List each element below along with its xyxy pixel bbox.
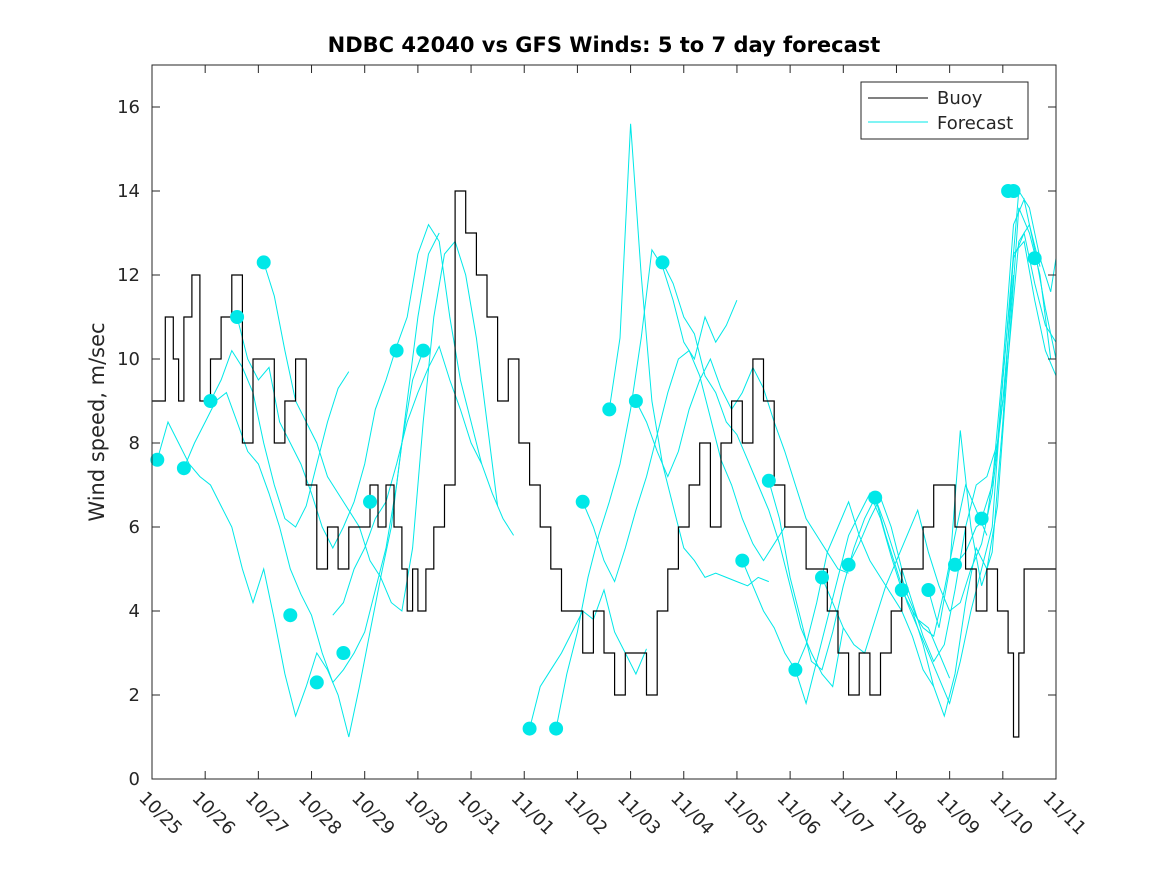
forecast-start-markers bbox=[150, 184, 1042, 736]
forecast-line bbox=[236, 223, 483, 550]
forecast-marker bbox=[894, 583, 909, 597]
chart-title: NDBC 42040 vs GFS Winds: 5 to 7 day fore… bbox=[328, 33, 881, 57]
forecast-line bbox=[821, 274, 1014, 654]
forecast-marker bbox=[1006, 184, 1021, 198]
forecast-line bbox=[156, 350, 424, 738]
forecast-line bbox=[210, 349, 350, 528]
forecast-marker bbox=[735, 553, 750, 568]
forecast-line bbox=[981, 197, 1057, 519]
forecast-marker bbox=[841, 557, 856, 572]
y-tick-label: 6 bbox=[129, 517, 140, 538]
forecast-line bbox=[263, 240, 499, 612]
forecast-line bbox=[662, 262, 844, 688]
y-tick-label: 2 bbox=[129, 685, 140, 706]
forecast-marker bbox=[815, 570, 829, 585]
forecast-marker bbox=[336, 646, 351, 660]
legend-buoy-label: Buoy bbox=[937, 88, 983, 109]
plot-area bbox=[152, 65, 1056, 779]
y-tick-label: 16 bbox=[117, 97, 140, 118]
forecast-marker bbox=[150, 452, 165, 467]
forecast-marker bbox=[522, 721, 537, 736]
forecast-marker bbox=[309, 675, 324, 690]
forecast-line bbox=[794, 483, 988, 706]
forecast-line bbox=[768, 480, 951, 679]
y-tick-label: 12 bbox=[117, 265, 140, 286]
forecast-marker bbox=[389, 343, 404, 358]
forecast-marker bbox=[921, 583, 936, 597]
forecast-line bbox=[901, 207, 1052, 718]
forecast-marker bbox=[416, 343, 431, 358]
y-tick-label: 8 bbox=[129, 433, 140, 454]
forecast-marker bbox=[575, 494, 590, 509]
forecast-marker bbox=[176, 461, 191, 476]
legend: Buoy Forecast bbox=[860, 81, 1029, 140]
y-axis: 0 2 4 6 8 10 12 14 16 bbox=[117, 97, 1056, 790]
forecast-marker bbox=[1027, 251, 1042, 266]
forecast-marker bbox=[549, 721, 564, 736]
forecast-marker bbox=[203, 394, 218, 408]
forecast-marker bbox=[974, 511, 989, 526]
forecast-marker bbox=[363, 494, 377, 509]
forecast-series bbox=[156, 123, 1057, 738]
y-tick-label: 14 bbox=[117, 181, 140, 202]
forecast-marker bbox=[761, 473, 776, 488]
forecast-marker bbox=[283, 608, 298, 623]
forecast-marker bbox=[256, 255, 271, 270]
forecast-marker bbox=[230, 310, 245, 324]
forecast-marker bbox=[602, 402, 617, 417]
buoy-line bbox=[152, 190, 1056, 738]
forecast-line bbox=[183, 232, 440, 684]
forecast-marker bbox=[788, 662, 803, 677]
legend-forecast-label: Forecast bbox=[937, 113, 1013, 134]
y-axis-label: Wind speed, m/sec bbox=[85, 322, 109, 521]
forecast-marker bbox=[948, 557, 962, 572]
forecast-marker bbox=[868, 490, 883, 505]
forecast-line bbox=[555, 248, 738, 729]
y-tick-label: 0 bbox=[129, 769, 140, 790]
forecast-marker bbox=[628, 394, 643, 408]
forecast-marker bbox=[655, 255, 670, 270]
plot-frame bbox=[151, 64, 1057, 780]
y-tick-label: 10 bbox=[117, 349, 140, 370]
legend-box bbox=[860, 81, 1029, 140]
forecast-line bbox=[332, 345, 515, 616]
forecast-line bbox=[635, 357, 849, 574]
forecast-line bbox=[608, 123, 769, 587]
forecast-line bbox=[582, 349, 786, 583]
y-tick-label: 4 bbox=[129, 601, 140, 622]
forecast-line bbox=[529, 588, 647, 729]
forecast-line bbox=[954, 189, 1057, 566]
buoy-series bbox=[152, 190, 1056, 738]
